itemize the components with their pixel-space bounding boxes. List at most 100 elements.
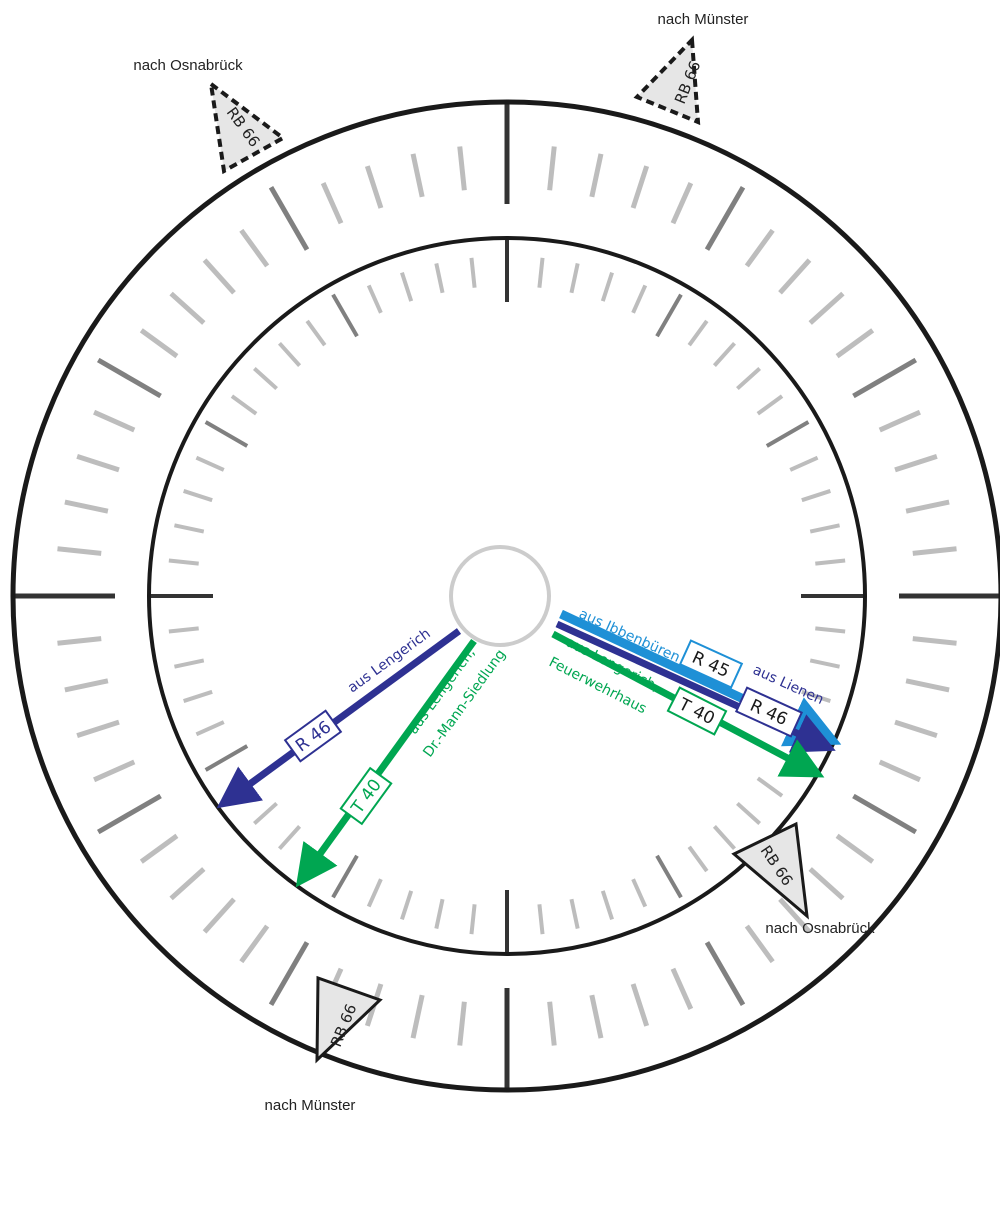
- outer-tick: [202, 258, 236, 295]
- outer-tick: [410, 994, 425, 1039]
- inner-tick: [631, 878, 648, 908]
- outer-tick: [852, 793, 918, 835]
- inner-tick: [400, 272, 414, 302]
- arrow-line: [216, 628, 462, 809]
- outer-tick: [320, 182, 344, 225]
- outer-tick: [589, 994, 604, 1039]
- inner-tick: [687, 319, 709, 347]
- inner-tick: [569, 898, 580, 929]
- inner-tick: [434, 263, 445, 294]
- marker-triangle: [315, 975, 383, 1064]
- marker-triangle: [633, 35, 701, 126]
- inner-tick: [174, 523, 205, 534]
- outer-tick: [169, 291, 206, 325]
- outer-tick: [744, 924, 775, 964]
- inner-tick: [655, 854, 683, 899]
- outer-tick: [268, 185, 310, 251]
- inner-tick: [765, 420, 810, 448]
- outer-tick: [57, 546, 102, 556]
- outer-tick: [704, 185, 746, 251]
- outer-tick: [630, 165, 650, 209]
- outer-tick: [912, 636, 957, 646]
- inner-tick: [204, 744, 249, 772]
- outer-tick: [878, 409, 921, 433]
- outer-tick: [93, 759, 136, 783]
- inner-tick: [168, 626, 199, 634]
- marker-rb66-osnabrueck-top: RB 66 nach Osnabrück: [133, 57, 287, 175]
- outer-tick: [64, 678, 109, 693]
- outer-tick: [894, 453, 938, 473]
- outer-tick: [912, 546, 957, 556]
- inner-tick: [809, 658, 840, 669]
- inner-tick: [756, 394, 784, 416]
- outer-tick: [852, 357, 918, 399]
- inner-tick: [331, 293, 359, 338]
- outer-tick: [547, 1001, 557, 1046]
- outer-tick: [202, 897, 236, 934]
- inner-tick: [687, 845, 709, 873]
- outer-tick: [744, 228, 775, 268]
- marker-destination: nach Osnabrück: [133, 57, 243, 74]
- marker-triangle: [731, 821, 809, 920]
- inner-tick: [712, 825, 736, 851]
- marker-rb66-muenster-top: RB 66 nach Münster: [633, 11, 749, 126]
- outer-tick: [139, 833, 179, 864]
- outer-tick: [64, 499, 109, 514]
- inner-tick: [252, 367, 278, 391]
- inner-tick: [789, 455, 819, 472]
- outer-tick: [808, 867, 845, 901]
- inner-tick: [434, 898, 445, 929]
- outer-tick: [778, 258, 812, 295]
- inner-tick: [366, 284, 383, 314]
- inner-minute-ticks: [151, 240, 863, 952]
- line-badge-box: [734, 686, 804, 738]
- outer-tick: [410, 153, 425, 198]
- outer-tick: [93, 409, 136, 433]
- outer-tick: [139, 328, 179, 359]
- inner-tick: [801, 489, 831, 503]
- inner-tick: [537, 904, 545, 935]
- outer-tick: [76, 453, 120, 473]
- outer-tick: [878, 759, 921, 783]
- outer-tick: [96, 793, 162, 835]
- inner-tick: [230, 394, 258, 416]
- outer-tick: [169, 867, 206, 901]
- inner-tick: [204, 420, 249, 448]
- outer-tick: [547, 146, 557, 191]
- outer-tick: [835, 328, 875, 359]
- outer-tick: [364, 165, 384, 209]
- line-badge-box: [339, 766, 393, 826]
- outer-tick: [76, 719, 120, 739]
- inner-tick: [600, 890, 614, 920]
- inner-tick: [278, 341, 302, 367]
- inner-tick: [756, 776, 784, 798]
- line-badge-box: [666, 686, 728, 736]
- marker-rb66-muenster-bottom: RB 66 nach Münster: [265, 975, 383, 1114]
- inner-tick: [174, 658, 205, 669]
- outer-tick: [835, 833, 875, 864]
- inner-tick: [331, 854, 359, 899]
- outer-tick: [239, 228, 270, 268]
- inner-tick: [815, 558, 846, 566]
- inner-tick: [183, 489, 213, 503]
- inner-tick: [195, 455, 225, 472]
- inner-tick: [600, 272, 614, 302]
- outer-tick: [670, 967, 694, 1010]
- inner-tick: [252, 801, 278, 825]
- outer-tick: [905, 678, 950, 693]
- outer-ring: [10, 99, 1000, 1093]
- marker-destination: nach Münster: [265, 1097, 356, 1114]
- center-circle: [449, 545, 551, 647]
- inner-tick: [183, 689, 213, 703]
- inner-tick: [469, 904, 477, 935]
- inner-tick: [736, 367, 762, 391]
- line-badge-box: [678, 639, 744, 689]
- marker-destination: nach Münster: [658, 11, 749, 28]
- inner-tick: [469, 257, 477, 288]
- arrow-line: [295, 638, 477, 888]
- marker-destination: nach Osnabrück: [765, 920, 875, 937]
- outer-tick: [704, 941, 746, 1007]
- outer-tick: [894, 719, 938, 739]
